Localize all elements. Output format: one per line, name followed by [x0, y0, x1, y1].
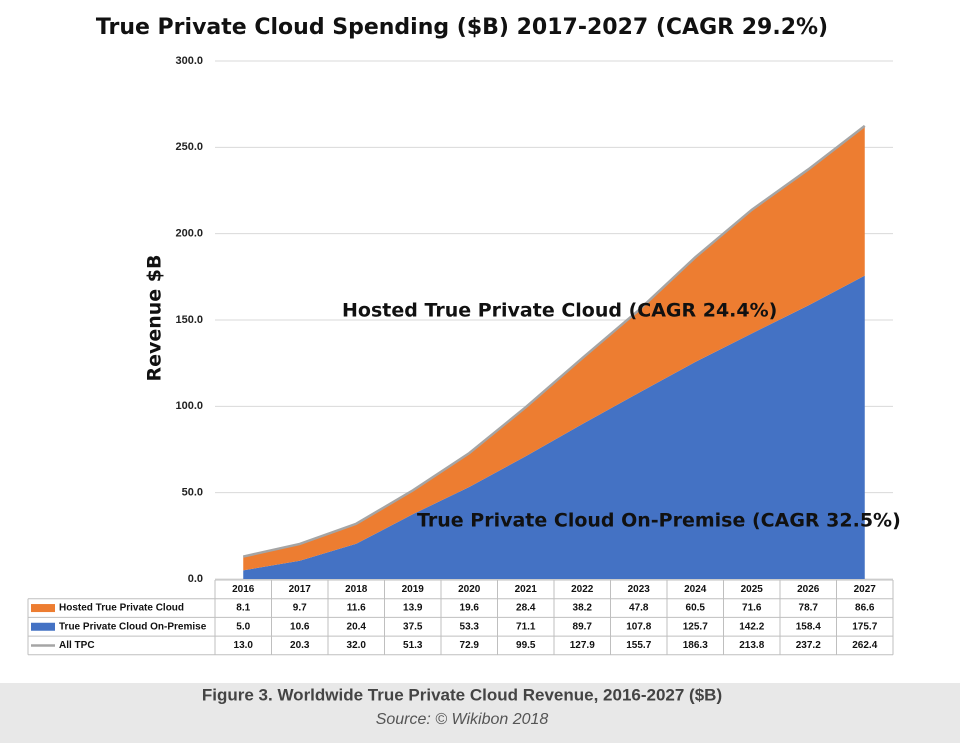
- x-tick-label: 2017: [289, 584, 312, 595]
- table-cell: 51.3: [403, 640, 423, 651]
- x-tick-label: 2019: [402, 584, 425, 595]
- x-tick-label: 2021: [515, 584, 538, 595]
- table-cell: 237.2: [796, 640, 821, 651]
- x-tick-label: 2022: [571, 584, 594, 595]
- x-tick-label: 2018: [345, 584, 368, 595]
- table-cell: 19.6: [460, 603, 480, 614]
- table-cell: 71.6: [742, 603, 762, 614]
- y-axis-label: Revenue $B: [144, 254, 166, 381]
- table-cell: 10.6: [290, 621, 310, 632]
- table-cell: 47.8: [629, 603, 649, 614]
- y-tick-label: 300.0: [175, 55, 203, 67]
- table-cell: 5.0: [236, 621, 250, 632]
- y-tick-label: 250.0: [175, 141, 203, 153]
- table-cell: 28.4: [516, 603, 536, 614]
- table-cell: 71.1: [516, 621, 536, 632]
- table-cell: 186.3: [683, 640, 708, 651]
- table-cell: 8.1: [236, 603, 250, 614]
- table-cell: 262.4: [852, 640, 877, 651]
- figure-caption: Figure 3. Worldwide True Private Cloud R…: [202, 685, 722, 704]
- table-cell: 107.8: [626, 621, 651, 632]
- table-cell: 72.9: [460, 640, 480, 651]
- table-cell: 213.8: [739, 640, 764, 651]
- table-cell: 13.9: [403, 603, 423, 614]
- area: [243, 275, 865, 579]
- table-cell: 99.5: [516, 640, 536, 651]
- figure-source: Source: © Wikibon 2018: [376, 711, 549, 728]
- x-tick-label: 2024: [684, 584, 707, 595]
- table-cell: 127.9: [570, 640, 595, 651]
- table-cell: 89.7: [573, 621, 593, 632]
- plot-area: 0.0 50.0 100.0 150.0 200.0 250.0 300.0 2016 2017…: [27, 55, 894, 656]
- legend-swatch: [31, 604, 55, 613]
- y-tick-label: 0.0: [188, 573, 203, 585]
- table-cell: 155.7: [626, 640, 651, 651]
- y-tick-label: 100.0: [175, 400, 203, 412]
- table-cell: 142.2: [739, 621, 764, 632]
- x-tick-label: 2023: [628, 584, 651, 595]
- legend-label: All TPC: [59, 640, 95, 651]
- x-tick-label: 2027: [854, 584, 877, 595]
- line: [242, 124, 866, 558]
- table-cell: 38.2: [573, 603, 593, 614]
- caption-band: [0, 683, 960, 743]
- table-cell: 32.0: [347, 640, 367, 651]
- table-cell: 53.3: [460, 621, 480, 632]
- annotation: Hosted True Private Cloud (CAGR 24.4%): [342, 300, 777, 322]
- table-cell: 37.5: [403, 621, 423, 632]
- table-cell: 86.6: [855, 603, 875, 614]
- table-cell: 175.7: [852, 621, 877, 632]
- x-tick-label: 2026: [797, 584, 820, 595]
- chart-title: True Private Cloud Spending ($B) 2017-20…: [96, 15, 828, 40]
- x-tick-label: 2025: [741, 584, 764, 595]
- legend-label: Hosted True Private Cloud: [59, 603, 184, 614]
- annotation: True Private Cloud On-Premise (CAGR 32.5…: [417, 510, 901, 532]
- table-cell: 11.6: [347, 603, 366, 614]
- table-cell: 125.7: [683, 621, 708, 632]
- table-cell: 9.7: [293, 603, 307, 614]
- table-cell: 20.4: [347, 621, 367, 632]
- table-cell: 20.3: [290, 640, 310, 651]
- x-tick-label: 2020: [458, 584, 481, 595]
- y-tick-label: 50.0: [182, 487, 203, 499]
- table-cell: 13.0: [234, 640, 254, 651]
- x-tick-label: 2016: [232, 584, 255, 595]
- legend-swatch: [31, 622, 55, 631]
- table-cell: 158.4: [796, 621, 821, 632]
- y-tick-label: 200.0: [175, 228, 203, 240]
- table-cell: 78.7: [799, 603, 819, 614]
- legend-label: True Private Cloud On-Premise: [59, 621, 207, 632]
- table-cell: 60.5: [686, 603, 706, 614]
- y-tick-label: 150.0: [175, 314, 203, 326]
